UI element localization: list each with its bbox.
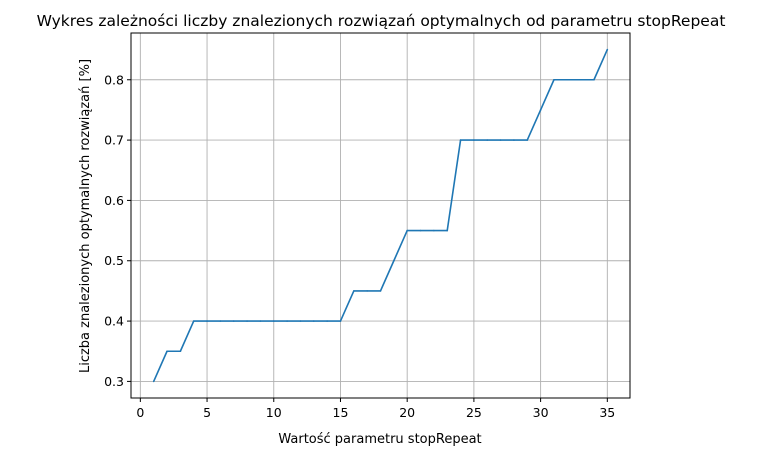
x-axis-label: Wartość parametru stopRepeat (278, 432, 481, 447)
y-tick-label: 0.4 (104, 314, 124, 329)
data-point (232, 320, 235, 322)
data-point (206, 320, 208, 322)
data-point (299, 320, 302, 322)
data-point (366, 290, 368, 292)
data-point (152, 380, 155, 383)
data-point (312, 320, 315, 322)
data-point (513, 139, 515, 141)
y-tick-label: 0.3 (104, 374, 124, 389)
x-tick-label: 25 (466, 405, 482, 420)
data-point (553, 78, 555, 81)
data-point (486, 139, 489, 141)
data-point (179, 350, 182, 353)
series-line (152, 49, 609, 382)
data-point (406, 229, 408, 232)
y-tick-label: 0.6 (104, 193, 124, 208)
x-tick-label: 15 (333, 405, 349, 420)
data-point (606, 48, 609, 51)
data-point (526, 139, 529, 141)
data-point (593, 78, 595, 81)
x-tick-label: 0 (136, 405, 144, 420)
data-point (379, 290, 382, 292)
data-point (272, 320, 275, 322)
y-axis: 0.3 0.4 0.5 0.6 0.7 0.8 (104, 72, 131, 389)
y-tick-label: 0.7 (104, 133, 124, 148)
data-point (446, 229, 449, 232)
data-point (353, 290, 355, 292)
data-point (539, 109, 542, 111)
data-point (419, 229, 422, 232)
data-point (246, 320, 248, 322)
data-point (566, 78, 569, 81)
x-tick-label: 10 (266, 405, 282, 420)
data-point (473, 139, 475, 141)
data-point (192, 320, 195, 322)
plot-frame (130, 32, 631, 399)
data-point (166, 350, 168, 353)
data-point (393, 259, 395, 262)
data-point (579, 78, 582, 81)
data-point (499, 139, 502, 141)
grid (131, 33, 630, 398)
data-point (433, 229, 435, 232)
chart-title: Wykres zależności liczby znalezionych ro… (37, 12, 726, 30)
data-point (339, 320, 342, 322)
data-point (459, 139, 462, 141)
x-axis: 0 5 10 15 20 25 30 35 (136, 398, 615, 420)
data-point (286, 320, 288, 322)
x-tick-label: 20 (399, 405, 415, 420)
y-tick-label: 0.8 (104, 72, 124, 87)
data-point (219, 320, 222, 322)
x-tick-label: 35 (599, 405, 615, 420)
series-layer (152, 48, 609, 383)
y-tick-label: 0.5 (104, 253, 124, 268)
x-tick-label: 30 (533, 405, 549, 420)
x-tick-label: 5 (203, 405, 211, 420)
data-point (326, 320, 328, 322)
data-point (259, 320, 262, 322)
y-axis-label: Liczba znalezionych optymalnych rozwiąza… (78, 59, 93, 373)
